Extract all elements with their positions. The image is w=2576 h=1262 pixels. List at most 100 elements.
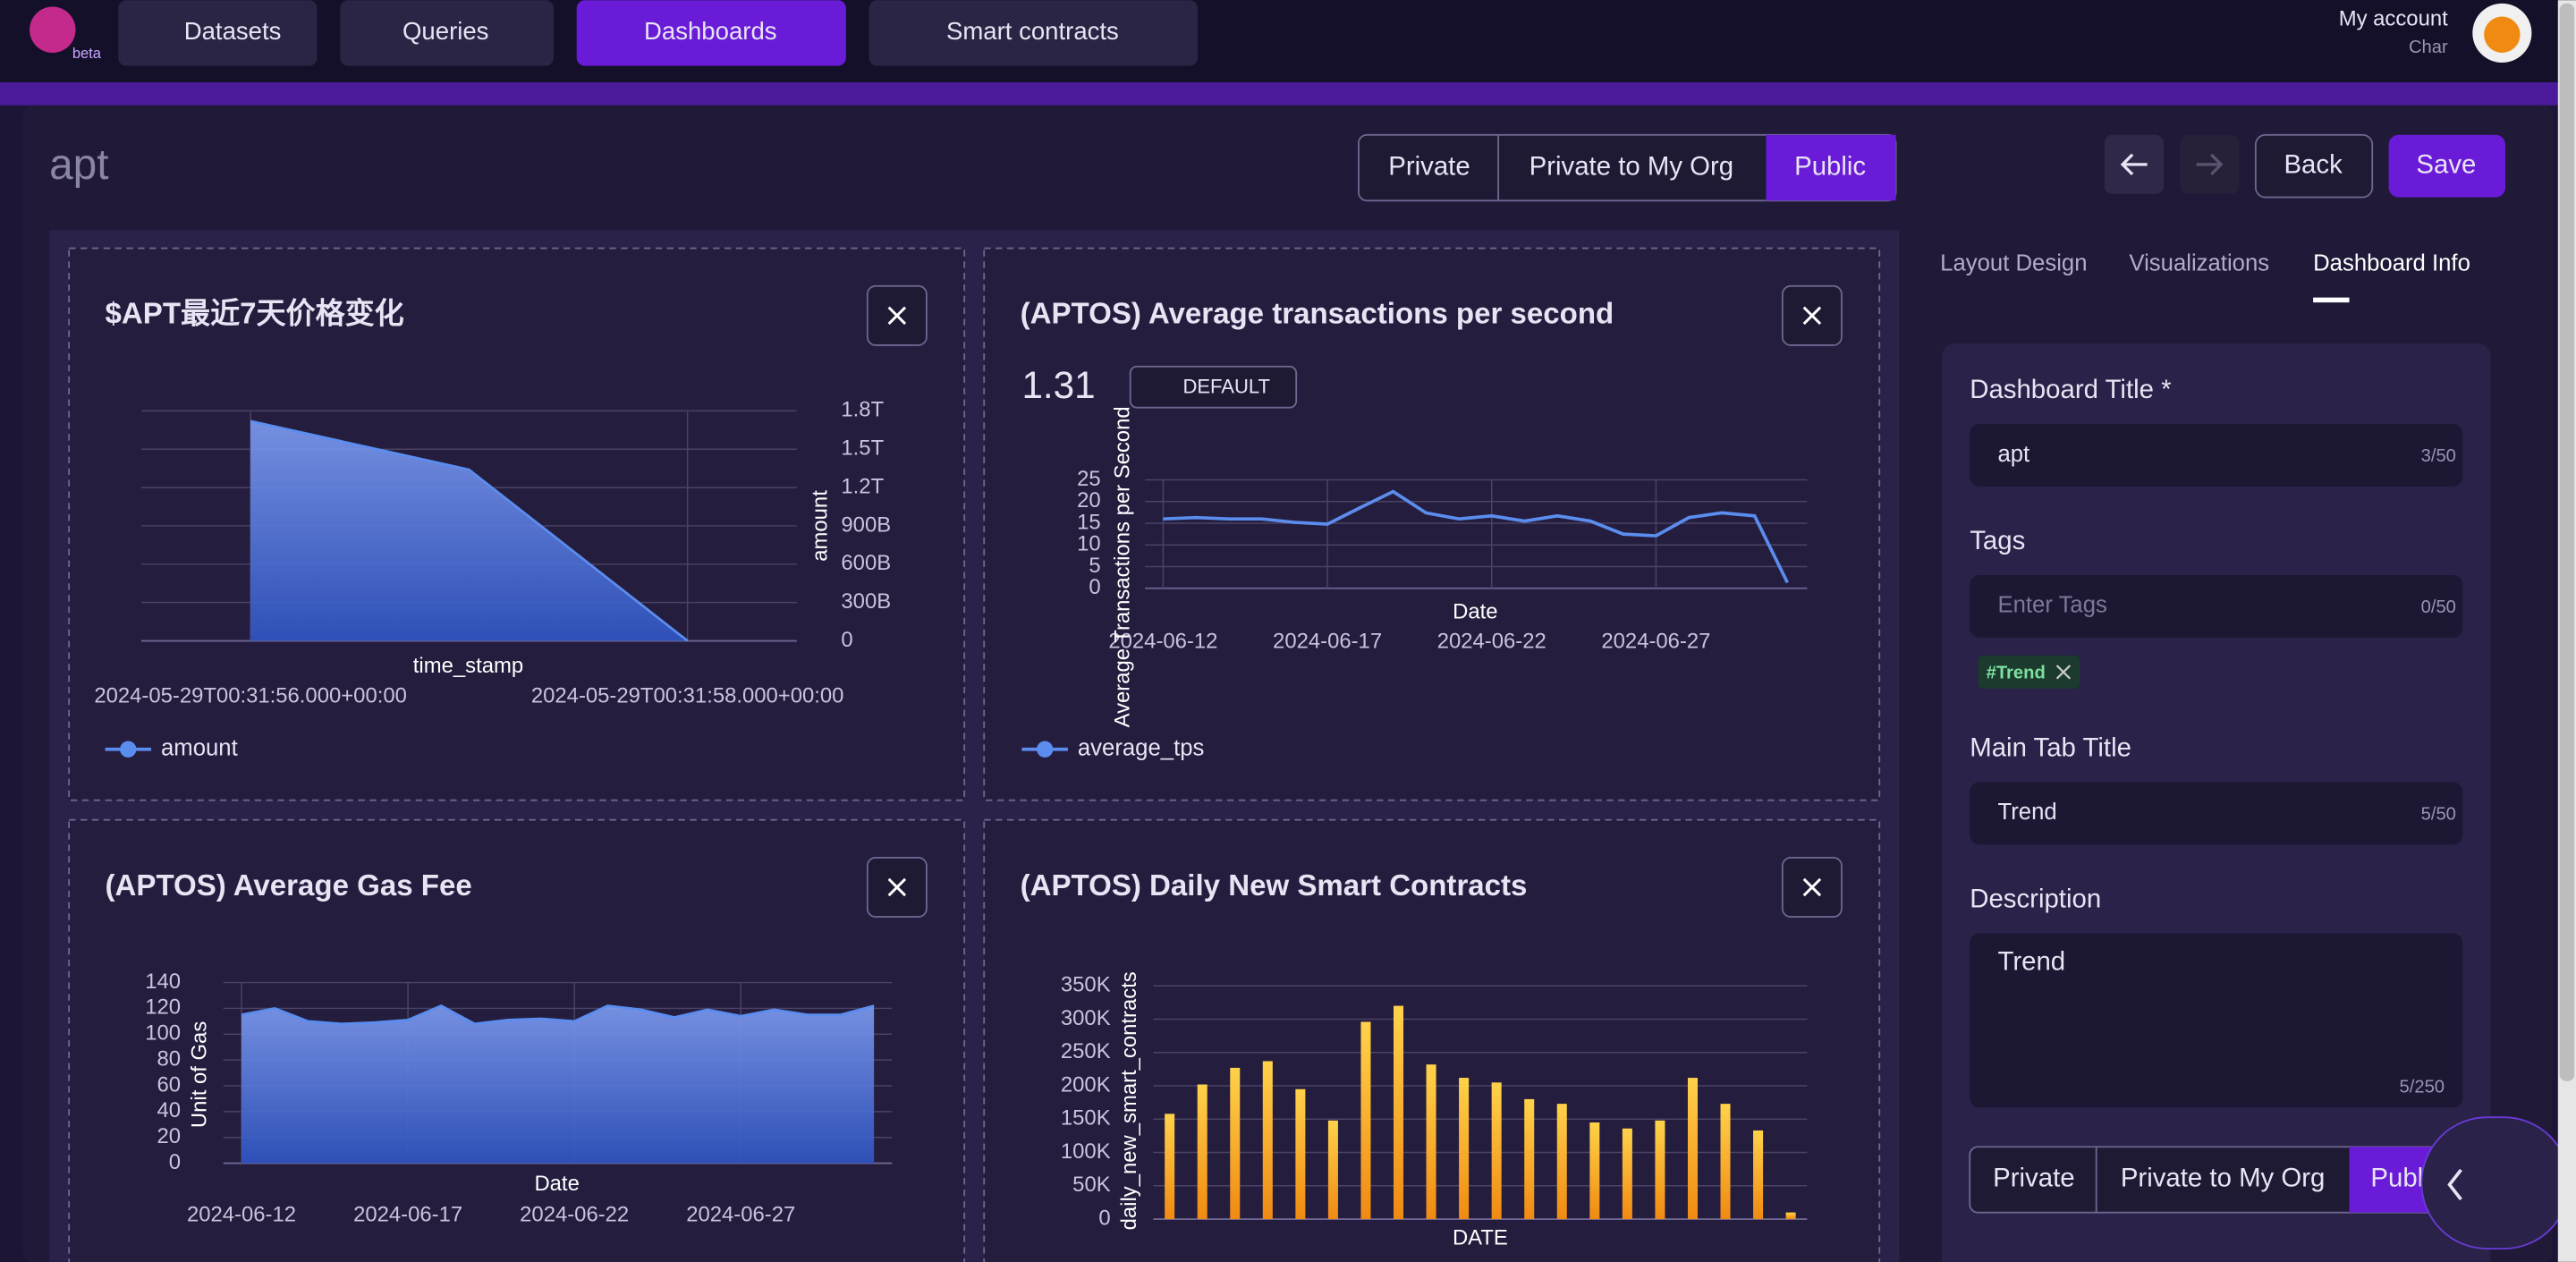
nav-label: Dashboards [644, 17, 777, 45]
tab[interactable]: Visualizations [2129, 251, 2269, 276]
big-number: 1.31 [1021, 364, 1095, 406]
visibility-option[interactable]: Private [1388, 151, 1470, 181]
y-tick-label: 900B [841, 512, 891, 537]
y-tick-label: 10 [1077, 532, 1101, 556]
y-tick-label: 350K [1061, 973, 1111, 997]
visibility-active[interactable] [1766, 134, 1896, 201]
widget-title: (APTOS) Average transactions per second [1021, 298, 1614, 331]
placeholder: Enter Tags [1997, 593, 2106, 618]
chart: 0 50K 100K 150K 200K 250K 300K 350K DATE daily_ne… [1061, 971, 1808, 1249]
visibility-option[interactable]: Private [1993, 1164, 2074, 1193]
visibility-option[interactable]: Private to My Org [1530, 151, 1734, 181]
chart: 0 300B 600B 900B 1.2T 1.5T 1.8T 2024-05-29T00:3… [94, 398, 891, 761]
counter: 5/250 [2400, 1077, 2445, 1097]
close-icon [1802, 306, 1822, 326]
input-value: apt [1997, 442, 2029, 467]
x-tick-label: 2024-06-22 [1437, 630, 1546, 654]
bar [1360, 1021, 1371, 1220]
x-tick-label: 2024-05-29T00:31:58.000+00:00 [531, 683, 844, 707]
bar [1655, 1120, 1665, 1220]
widget-title: (APTOS) Daily New Smart Contracts [1021, 869, 1528, 902]
y-tick-label: 5 [1089, 554, 1100, 578]
x-tick-label: 2024-06-12 [187, 1203, 296, 1227]
tab[interactable]: Layout Design [1940, 251, 2087, 276]
x-tick-label: 2024-05-29T00:31:56.000+00:00 [94, 683, 407, 707]
nav-button[interactable] [869, 0, 1198, 66]
y-tick-label: 300K [1061, 1006, 1111, 1030]
visibility-option[interactable]: Private to My Org [2121, 1164, 2326, 1193]
save-button[interactable] [2388, 134, 2506, 198]
y-tick-label: 50K [1072, 1173, 1111, 1197]
nav-button[interactable] [340, 0, 554, 66]
y-axis-label: daily_new_smart_contracts [1117, 971, 1141, 1230]
nav-button[interactable] [576, 0, 846, 66]
tag [1978, 656, 2080, 689]
helper-arrow [2447, 1168, 2462, 1201]
avatar-face [2484, 16, 2521, 53]
visibility-option[interactable]: Public [1794, 151, 1866, 181]
x-tick-label: 2024-06-27 [1601, 630, 1710, 654]
y-tick-label: 0 [1089, 575, 1100, 599]
cards [68, 247, 1881, 1262]
bar [1197, 1084, 1208, 1220]
field-label: Tags [1970, 526, 2025, 555]
x-tick-label: 2024-06-27 [686, 1203, 795, 1227]
undo-icon [2120, 153, 2148, 176]
tab-active[interactable]: Dashboard Info [2313, 251, 2470, 276]
y-tick-label: 1.8T [841, 398, 884, 422]
y-axis-label: Unit of Gas [187, 1021, 211, 1128]
legend-label: average_tps [1078, 736, 1204, 761]
input[interactable] [1970, 575, 2463, 638]
textarea-value: Trend [1997, 946, 2065, 976]
bar [1295, 1088, 1306, 1220]
y-tick-label: 120 [145, 995, 181, 1020]
y-tick-label: 25 [1077, 467, 1101, 491]
y-tick-label: 40 [157, 1098, 181, 1122]
x-tick-label: 2024-06-17 [353, 1203, 462, 1227]
field-label: Dashboard Title * [1970, 375, 2171, 404]
legend-dot [1036, 741, 1054, 758]
y-tick-label: 100 [145, 1021, 181, 1046]
logo[interactable] [30, 6, 76, 53]
format-label: DEFAULT [1182, 375, 1270, 397]
bar [1459, 1078, 1470, 1220]
input[interactable] [1970, 782, 2463, 845]
y-tick-label: 20 [157, 1124, 181, 1148]
counter: 3/50 [2421, 446, 2456, 466]
nav-label: Smart contracts [946, 17, 1119, 45]
bar [1753, 1130, 1764, 1220]
back-label: Back [2284, 149, 2343, 179]
area [250, 420, 688, 641]
input[interactable] [1970, 424, 2463, 487]
account[interactable]: My account [2339, 7, 2448, 31]
bar [1622, 1128, 1632, 1220]
format-button[interactable] [1129, 365, 1298, 409]
counter: 5/50 [2421, 805, 2456, 825]
nav-label: Queries [402, 17, 488, 45]
close-icon [1802, 877, 1822, 897]
close-icon [887, 306, 907, 326]
x-axis-label: time_stamp [413, 654, 523, 678]
redo-icon [2196, 153, 2224, 176]
tag-remove[interactable] [2055, 665, 2072, 680]
widget-title: (APTOS) Average Gas Fee [106, 869, 472, 902]
y-axis-label: amount [809, 490, 833, 562]
y-tick-label: 150K [1061, 1106, 1111, 1131]
floating-helper[interactable] [2420, 1116, 2571, 1250]
textarea[interactable] [1970, 933, 2463, 1108]
area-line [250, 419, 689, 642]
save-label: Save [2416, 149, 2476, 179]
x-axis-label: Date [534, 1172, 579, 1196]
back-button[interactable] [2254, 133, 2374, 199]
bar [1230, 1067, 1241, 1220]
y-tick-label: 20 [1077, 488, 1101, 512]
bar [1687, 1078, 1698, 1220]
bar [1165, 1114, 1175, 1220]
close-icon [887, 877, 907, 897]
y-tick-label: 100K [1061, 1139, 1111, 1164]
field-label: Description [1970, 884, 2101, 913]
nav-button[interactable] [118, 0, 318, 66]
